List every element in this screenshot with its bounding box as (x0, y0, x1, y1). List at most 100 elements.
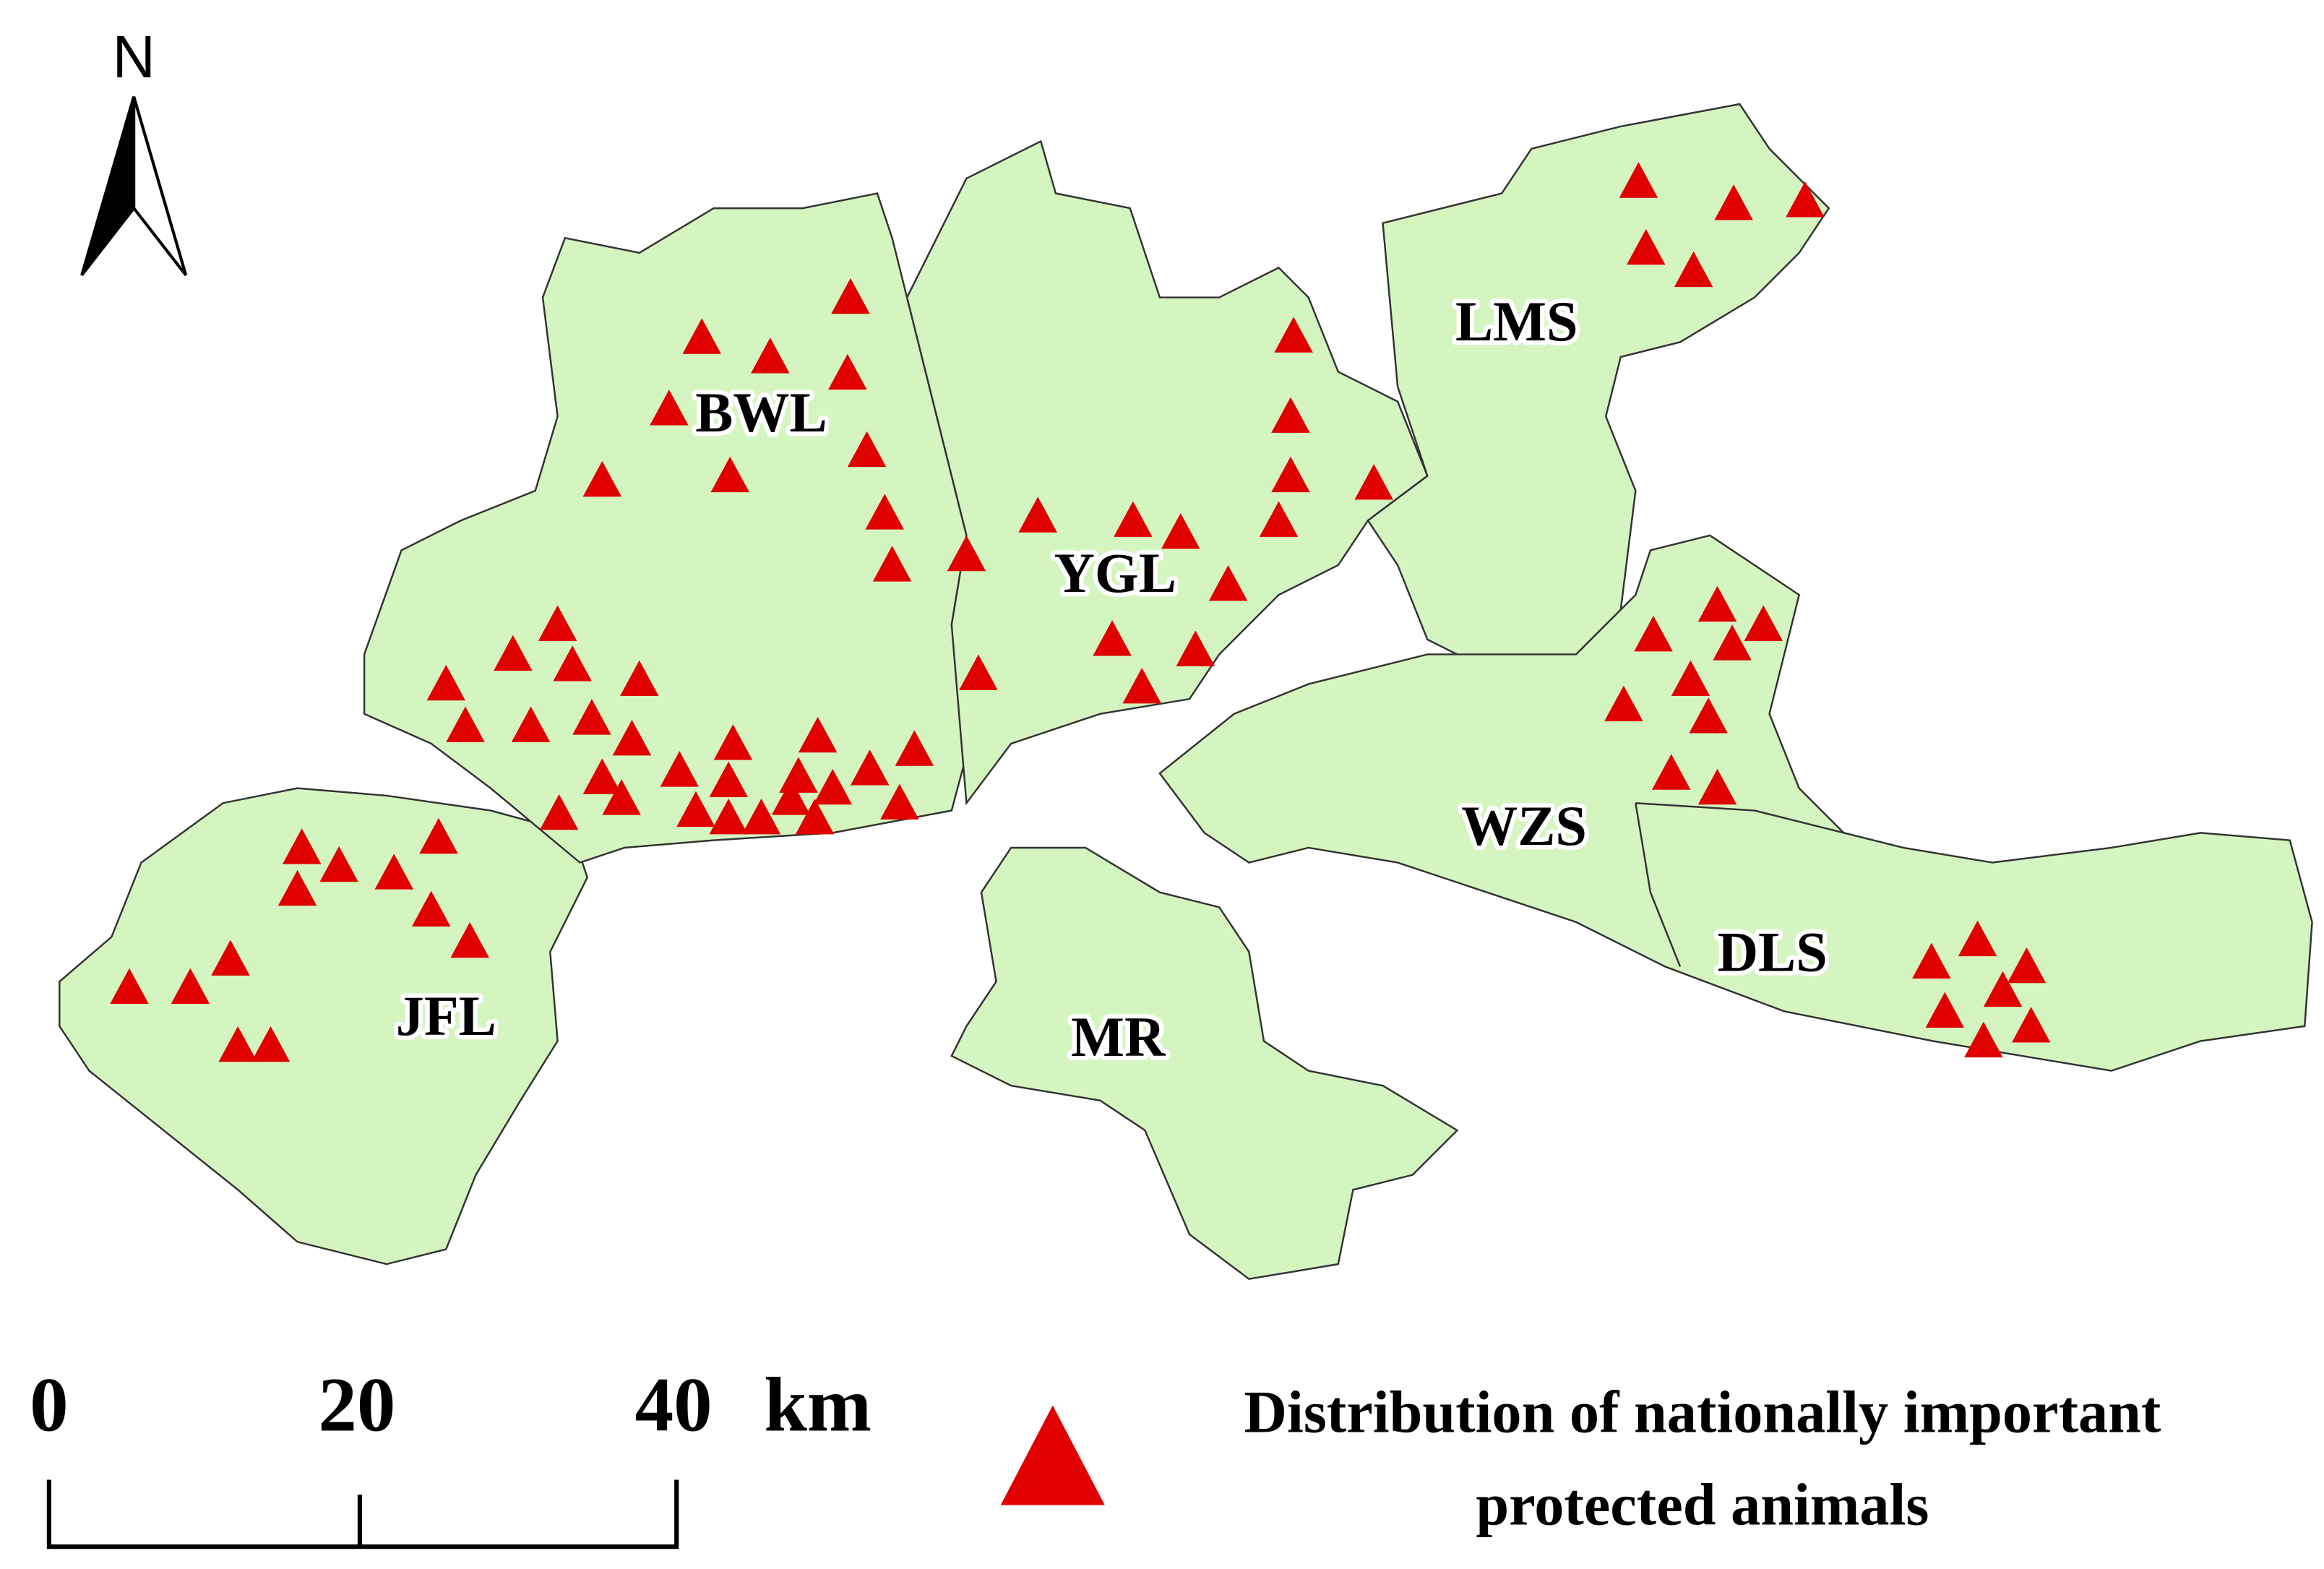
animal-point (553, 645, 592, 682)
animal-point (709, 761, 748, 797)
boundary (1635, 803, 1682, 968)
animal-point (1259, 501, 1299, 537)
animal-point (1271, 397, 1310, 433)
animal-point (450, 921, 489, 958)
animal-point (538, 605, 577, 641)
animal-point (251, 1026, 290, 1062)
animal-point (1714, 184, 1753, 220)
animal-point (660, 751, 700, 787)
animal-point (1674, 251, 1713, 288)
animal-point (865, 494, 905, 530)
region-label: YGL (1054, 541, 1176, 604)
animal-point (798, 716, 838, 753)
animal-point (850, 749, 890, 786)
animal-point (1651, 754, 1691, 790)
animal-point (582, 460, 622, 497)
animal-point (2011, 1007, 2051, 1043)
region-mr (950, 846, 1459, 1281)
scale-unit: km (764, 1363, 872, 1448)
region-lms (1367, 103, 1830, 671)
region-label: LMS (1455, 290, 1578, 353)
legend: Distribution of nationally important pro… (1000, 1380, 2161, 1537)
animal-point (539, 794, 579, 830)
animal-point (1354, 464, 1393, 500)
animal-point (1626, 228, 1666, 265)
animal-point (751, 338, 790, 374)
region-label: BWL (695, 381, 827, 444)
animal-point (1964, 1021, 2003, 1058)
animal-point (1114, 501, 1153, 537)
animal-point (572, 699, 611, 735)
animal-point (741, 799, 781, 835)
animal-point (1634, 615, 1673, 652)
animal-point (620, 660, 659, 697)
region-wzs-dls (1158, 534, 2313, 1072)
scale-label: 20 (318, 1363, 395, 1448)
animal-points (110, 162, 2051, 1062)
animal-point (1176, 630, 1215, 666)
animal-point (872, 546, 912, 582)
animal-point (1018, 497, 1057, 533)
animal-point (847, 431, 887, 468)
region-label: MR (1071, 1005, 1166, 1068)
animal-point (831, 278, 870, 314)
animal-point (218, 1026, 257, 1062)
animal-point (1983, 971, 2023, 1007)
animal-point (511, 706, 551, 742)
animal-point (110, 968, 149, 1005)
animal-point (1161, 512, 1200, 549)
animal-point (602, 779, 641, 815)
animal-point (1122, 667, 1161, 704)
animal-point (710, 456, 750, 493)
legend-text: Distribution of nationally important (1244, 1380, 2161, 1445)
animal-point (895, 730, 934, 766)
animal-point (1744, 605, 1783, 641)
animal-point (426, 664, 466, 701)
animal-point (795, 799, 835, 835)
animal-point (682, 318, 721, 354)
animal-point (713, 724, 753, 760)
animal-point (1671, 660, 1710, 697)
animal-point (959, 654, 998, 690)
animal-point (771, 779, 811, 815)
animal-point (880, 783, 919, 820)
animal-point (1619, 162, 1658, 198)
animal-point (1604, 685, 1643, 722)
region-label: WZS (1461, 794, 1587, 857)
region-label: DLS (1718, 921, 1828, 984)
animal-point (676, 791, 715, 828)
animal-point (211, 940, 250, 976)
animal-point (171, 968, 210, 1005)
animal-point (419, 817, 458, 854)
animal-point (1912, 942, 1951, 979)
land (59, 103, 2313, 1281)
animal-point (1958, 920, 1997, 957)
animal-point (612, 719, 652, 756)
animal-point (277, 869, 317, 906)
animal-point (1697, 768, 1737, 805)
region-label: JFL (396, 984, 496, 1047)
north-arrow (80, 96, 136, 276)
animal-point (446, 706, 485, 742)
scale-label: 0 (30, 1363, 68, 1448)
animal-point (709, 799, 748, 835)
animal-point (1786, 181, 1825, 218)
animal-point (374, 854, 414, 890)
animal-point (1271, 456, 1310, 493)
animal-point (828, 353, 867, 390)
animal-point (582, 758, 622, 794)
animal-point (411, 890, 451, 927)
animal-point (1274, 317, 1313, 353)
north-label: N (112, 24, 155, 90)
animal-point (1713, 624, 1752, 661)
animal-point (650, 390, 689, 426)
legend-text: protected animals (1476, 1471, 1929, 1537)
animal-point (1925, 992, 1965, 1028)
animal-point (2007, 947, 2047, 984)
animal-point (947, 535, 986, 572)
north-arrow (132, 96, 188, 276)
scale-label: 40 (635, 1363, 713, 1448)
scale-line (46, 1479, 679, 1549)
legend-symbol (1000, 1405, 1105, 1505)
